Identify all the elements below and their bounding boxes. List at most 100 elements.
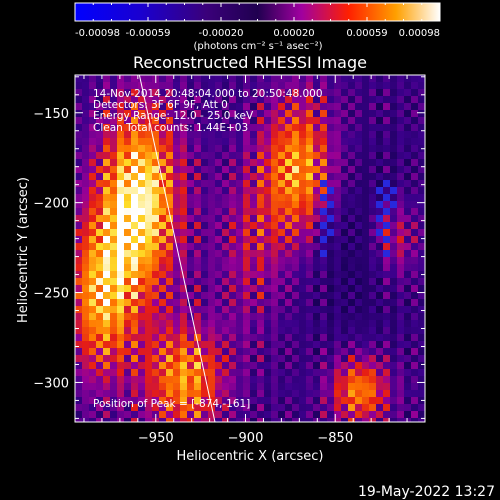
heatmap-cell (411, 222, 418, 229)
heatmap-cell (110, 299, 117, 306)
heatmap-cell (96, 327, 103, 334)
heatmap-cell (264, 215, 271, 222)
heatmap-cell (131, 334, 138, 341)
heatmap-cell (124, 264, 131, 271)
heatmap-cell (145, 166, 152, 173)
heatmap-cell (82, 383, 89, 390)
heatmap-cell (236, 180, 243, 187)
heatmap-cell (138, 369, 145, 376)
heatmap-cell (271, 229, 278, 236)
heatmap-cell (75, 278, 82, 285)
heatmap-cell (348, 341, 355, 348)
heatmap-cell (117, 320, 124, 327)
heatmap-cell (103, 320, 110, 327)
heatmap-cell (404, 320, 411, 327)
heatmap-cell (117, 327, 124, 334)
heatmap-cell (397, 124, 404, 131)
heatmap-cell (201, 355, 208, 362)
heatmap-cell (159, 292, 166, 299)
heatmap-cell (236, 173, 243, 180)
heatmap-cell (75, 404, 82, 411)
heatmap-cell (264, 159, 271, 166)
heatmap-cell (397, 390, 404, 397)
heatmap-cell (257, 75, 264, 82)
heatmap-cell (145, 341, 152, 348)
heatmap-cell (243, 411, 250, 418)
heatmap-cell (117, 89, 124, 96)
heatmap-cell (103, 180, 110, 187)
heatmap-cell (96, 383, 103, 390)
heatmap-cell (173, 82, 180, 89)
heatmap-cell (215, 138, 222, 145)
heatmap-cell (264, 320, 271, 327)
heatmap-cell (152, 82, 159, 89)
heatmap-cell (117, 250, 124, 257)
heatmap-cell (320, 152, 327, 159)
heatmap-cell (250, 362, 257, 369)
heatmap-cell (306, 236, 313, 243)
heatmap-cell (397, 131, 404, 138)
heatmap-cell (369, 250, 376, 257)
heatmap-cell (327, 75, 334, 82)
heatmap-cell (145, 348, 152, 355)
heatmap-cell (299, 285, 306, 292)
heatmap-cell (187, 75, 194, 82)
heatmap-cell (250, 96, 257, 103)
heatmap-cell (383, 397, 390, 404)
heatmap-cell (376, 292, 383, 299)
heatmap-cell (103, 327, 110, 334)
heatmap-cell (376, 236, 383, 243)
heatmap-cell (229, 75, 236, 82)
heatmap-cell (285, 194, 292, 201)
heatmap-cell (82, 152, 89, 159)
heatmap-cell (131, 166, 138, 173)
heatmap-cell (89, 313, 96, 320)
heatmap-cell (152, 383, 159, 390)
heatmap-cell (257, 418, 264, 422)
heatmap-cell (152, 369, 159, 376)
heatmap-cell (404, 257, 411, 264)
heatmap-cell (418, 341, 425, 348)
heatmap-cell (117, 110, 124, 117)
heatmap-cell (348, 376, 355, 383)
heatmap-cell (355, 222, 362, 229)
heatmap-cell (243, 124, 250, 131)
heatmap-cell (299, 355, 306, 362)
heatmap-cell (201, 82, 208, 89)
heatmap-cell (327, 145, 334, 152)
heatmap-cell (145, 285, 152, 292)
heatmap-cell (208, 292, 215, 299)
heatmap-cell (362, 327, 369, 334)
heatmap-cell (201, 306, 208, 313)
heatmap-cell (138, 278, 145, 285)
heatmap-cell (145, 292, 152, 299)
heatmap-cell (369, 397, 376, 404)
heatmap-cell (355, 194, 362, 201)
heatmap-cell (194, 250, 201, 257)
heatmap-cell (243, 376, 250, 383)
heatmap-cell (383, 152, 390, 159)
heatmap-cell (145, 138, 152, 145)
heatmap-cell (299, 124, 306, 131)
heatmap-cell (292, 271, 299, 278)
heatmap-cell (383, 110, 390, 117)
heatmap-cell (208, 229, 215, 236)
heatmap-cell (348, 131, 355, 138)
heatmap-cell (341, 299, 348, 306)
heatmap-cell (110, 236, 117, 243)
heatmap-cell (229, 285, 236, 292)
heatmap-cell (208, 145, 215, 152)
heatmap-cell (243, 313, 250, 320)
heatmap-cell (299, 145, 306, 152)
heatmap-cell (341, 166, 348, 173)
heatmap-cell (138, 306, 145, 313)
heatmap-cell (334, 75, 341, 82)
heatmap-cell (250, 369, 257, 376)
heatmap-cell (166, 145, 173, 152)
heatmap-cell (201, 215, 208, 222)
heatmap-cell (278, 271, 285, 278)
heatmap-cell (257, 152, 264, 159)
heatmap-cell (124, 131, 131, 138)
heatmap-cell (75, 117, 82, 124)
heatmap-cell (75, 376, 82, 383)
